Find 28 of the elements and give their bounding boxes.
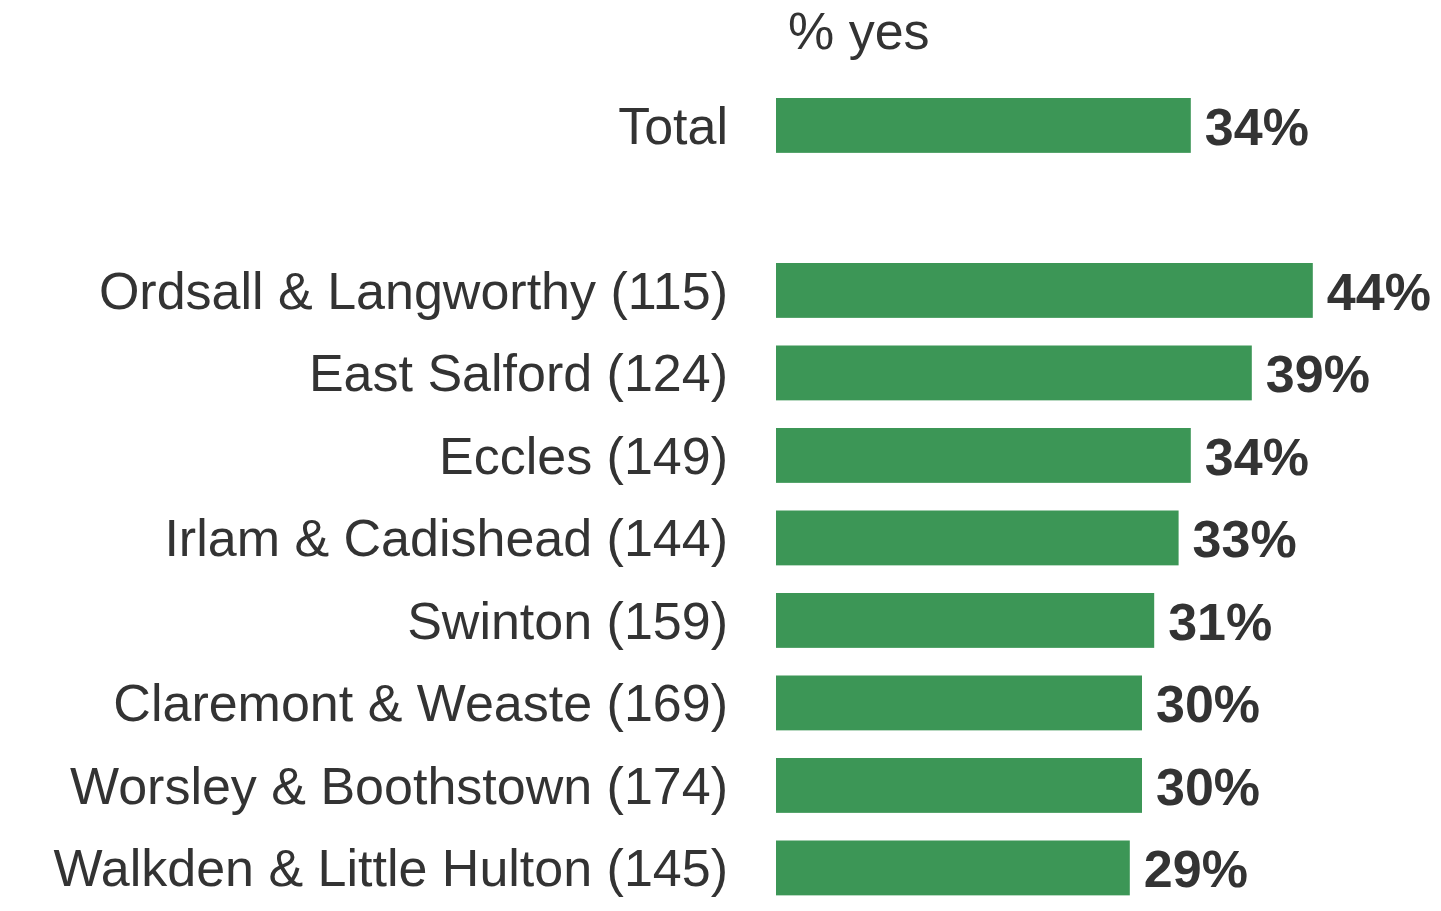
y-tick-label: Ordsall & Langworthy (115): [98, 261, 728, 320]
bar: [776, 345, 1252, 401]
y-tick-label: Irlam & Cadishead (144): [164, 509, 728, 568]
data-label: 44%: [1326, 262, 1431, 321]
bar: [776, 98, 1191, 153]
y-tick-label: Swinton (159): [407, 591, 728, 650]
data-label: 34%: [1204, 97, 1309, 156]
y-tick-label: Walkden & Little Hulton (145): [53, 839, 728, 898]
bar: [776, 840, 1130, 896]
bar: [776, 675, 1142, 731]
data-label: 29%: [1143, 840, 1248, 899]
bar: [776, 263, 1313, 318]
bar: [776, 510, 1179, 566]
bar: [776, 428, 1191, 483]
data-label: 30%: [1156, 675, 1261, 734]
y-tick-label: East Salford (124): [308, 344, 728, 403]
bar: [776, 758, 1142, 813]
data-label: 31%: [1168, 592, 1273, 651]
bar: [776, 593, 1155, 648]
y-tick-label: Total: [618, 96, 728, 155]
y-tick-label: Claremont & Weaste (169): [113, 674, 728, 733]
chart-title: % yes: [788, 2, 930, 61]
data-label: 34%: [1204, 427, 1309, 486]
y-tick-label: Worsley & Boothstown (174): [70, 756, 728, 815]
y-tick-label: Eccles (149): [439, 426, 728, 485]
data-label: 39%: [1265, 345, 1370, 404]
data-label: 30%: [1156, 757, 1261, 816]
data-label: 33%: [1192, 510, 1297, 569]
